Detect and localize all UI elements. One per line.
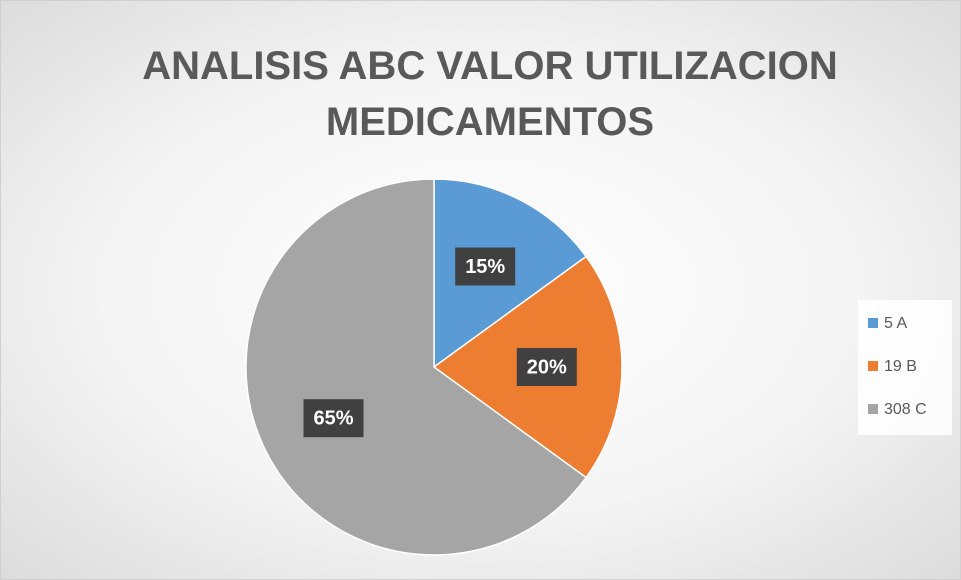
legend-swatch: [868, 318, 878, 328]
legend-label: 5 A: [884, 315, 907, 332]
chart-title: ANALISIS ABC VALOR UTILIZACION MEDICAMEN…: [142, 44, 838, 144]
legend-label: 19 B: [884, 358, 917, 375]
pie-slice: [245, 178, 588, 556]
data-label-box: [303, 399, 364, 438]
data-label-box: [516, 348, 577, 386]
legend-label: 308 C: [884, 401, 927, 418]
data-label: 65%: [313, 407, 353, 429]
legend-swatch: [868, 404, 878, 414]
data-label-box: [455, 247, 516, 286]
legend-swatch: [868, 361, 878, 371]
data-label: 20%: [527, 356, 567, 378]
data-label: 15%: [465, 256, 505, 278]
